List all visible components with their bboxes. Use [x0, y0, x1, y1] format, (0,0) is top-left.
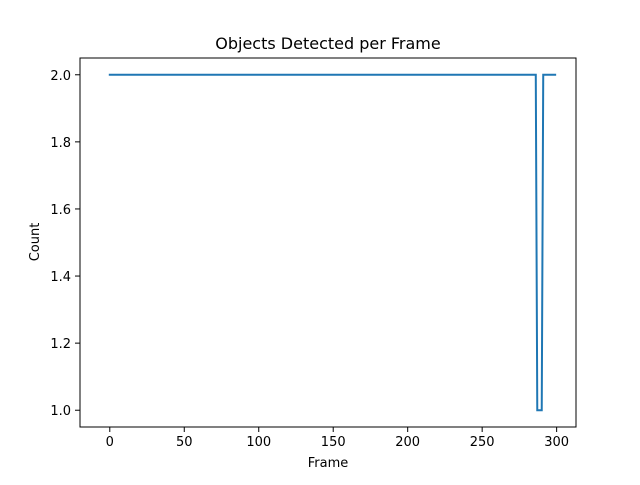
- x-tick-label: 50: [176, 435, 193, 450]
- chart-title: Objects Detected per Frame: [215, 34, 440, 53]
- y-tick-label: 1.8: [50, 136, 71, 151]
- series-line: [108, 73, 557, 412]
- y-tick-label: 1.6: [50, 203, 71, 218]
- y-tick-label: 2.0: [50, 69, 71, 84]
- x-tick-label: 0: [106, 435, 114, 450]
- x-axis-label: Frame: [308, 456, 349, 471]
- x-tick-label: 250: [470, 435, 495, 450]
- y-tick-label: 1.2: [50, 337, 71, 352]
- y-axis-ticks: 1.0 1.2 1.4 1.6 1.8 2.0: [50, 69, 80, 419]
- y-tick-label: 1.4: [50, 270, 71, 285]
- x-axis-ticks: 0 50 100 150 200 250 300: [106, 427, 569, 450]
- series-layer: [108, 73, 557, 412]
- plot-background: [80, 58, 576, 427]
- x-tick-label: 100: [246, 435, 271, 450]
- plot-frame: [79, 57, 577, 428]
- y-tick-label: 1.0: [50, 404, 71, 419]
- y-axis-label: Count: [28, 223, 43, 262]
- x-tick-label: 200: [395, 435, 420, 450]
- x-tick-label: 300: [544, 435, 569, 450]
- x-tick-label: 150: [321, 435, 346, 450]
